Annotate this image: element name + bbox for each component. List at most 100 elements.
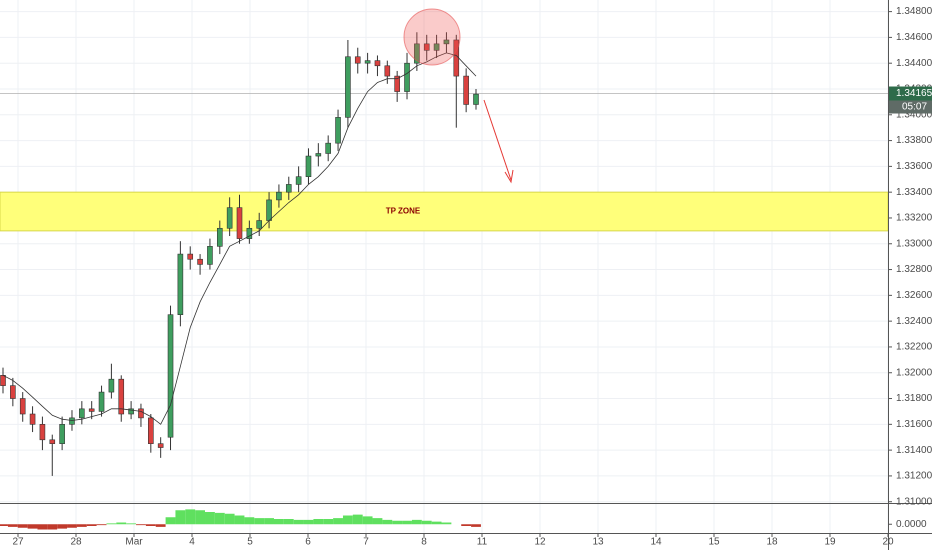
candle-body (276, 191, 282, 201)
histogram-bar (0, 524, 8, 526)
x-tick-label: 13 (592, 537, 604, 548)
candle-body (88, 408, 95, 412)
histogram-bar (264, 518, 274, 525)
histogram-bar (333, 518, 343, 525)
candle-body (10, 385, 16, 399)
x-tick-label: 4 (189, 537, 195, 548)
histogram-bar (37, 524, 48, 530)
y-tick-label: 1.33400 (896, 187, 932, 198)
histogram-bar (441, 522, 452, 525)
x-tick-label: 28 (70, 537, 82, 548)
histogram-bar (283, 519, 294, 525)
x-tick-label: 6 (305, 537, 311, 548)
candle-body (463, 75, 469, 105)
candle-body (49, 439, 56, 444)
candle-body (138, 408, 144, 419)
histogram-bar (96, 524, 107, 526)
x-tick-label: 18 (766, 537, 778, 548)
histogram-bar (224, 513, 235, 525)
histogram-bar (372, 518, 383, 525)
y-tick-label: 1.31400 (896, 445, 932, 456)
histogram-bar (323, 519, 334, 525)
candle-body (19, 398, 26, 415)
candle-body (128, 408, 134, 415)
x-tick-label: 20 (882, 537, 894, 548)
candle-body (177, 253, 184, 315)
y-tick-label: 1.32800 (896, 264, 932, 275)
y-tick-label: 1.31000 (896, 496, 932, 507)
histogram-bar (392, 520, 403, 525)
timer-box (889, 100, 932, 114)
histogram-bar (254, 518, 265, 525)
histogram-bar (47, 524, 58, 530)
y-tick-label: 1.33800 (896, 135, 932, 146)
histogram-bar (471, 524, 481, 527)
highlight-circle (403, 8, 461, 66)
x-tick-label: 7 (363, 537, 369, 548)
y-tick-label: 1.33000 (896, 238, 932, 249)
candle-body (384, 65, 391, 77)
histogram-bar (214, 512, 225, 525)
histogram-bar (67, 524, 77, 528)
y-tick-label: 1.32200 (896, 342, 932, 353)
candle-body (266, 199, 272, 221)
histogram-bar (7, 524, 18, 527)
candle-body (433, 43, 440, 51)
candle-body (414, 43, 420, 64)
candle-body (315, 153, 322, 157)
candle-body (305, 155, 312, 177)
y-tick-label: 1.34800 (896, 6, 932, 17)
plot (0, 32, 481, 530)
histogram-bar (116, 522, 127, 525)
candle-body (108, 378, 115, 393)
histogram-bar (165, 517, 176, 525)
last-price-label: 1.34165 (896, 88, 932, 99)
indicator-tick-label: 0.0000 (896, 519, 927, 530)
histogram-bar (27, 524, 38, 529)
tp-zone-label: TP ZONE (386, 207, 421, 216)
timer-label: 05:07 (902, 102, 927, 113)
y-tick-label: 1.34400 (896, 58, 932, 69)
x-tick-label: Mar (125, 537, 143, 548)
candle-body (187, 253, 194, 260)
candle-body (423, 43, 430, 51)
candle-body (325, 142, 331, 154)
candle-body (354, 56, 361, 64)
histogram-bar (155, 524, 166, 527)
x-tick-label: 11 (477, 537, 488, 548)
candle-body (246, 227, 253, 239)
tp-zone (0, 191, 889, 232)
histogram-bar (303, 519, 314, 525)
axes: 1.31000 1.31200 1.31400 1.31600 1.31800 1.320… (12, 6, 932, 548)
candle-body (256, 220, 263, 229)
histogram-bar (402, 520, 412, 525)
candle-body (226, 207, 233, 229)
histogram-bar (76, 524, 87, 527)
y-tick-label: 1.33600 (896, 161, 932, 172)
candle-body (473, 93, 479, 105)
x-tick-label: 27 (12, 537, 24, 548)
candle-body (29, 413, 36, 425)
histogram-bar (205, 512, 215, 525)
candle-body (0, 375, 6, 386)
candle-body (207, 246, 213, 265)
candle-body (374, 60, 381, 67)
y-tick-label: 1.31200 (896, 471, 932, 482)
candle-body (69, 417, 75, 425)
histogram-bar (244, 517, 255, 525)
y-tick-label: 1.31600 (896, 419, 932, 430)
y-tick-label: 1.34000 (896, 109, 932, 120)
histogram-bar (185, 509, 196, 525)
arrow-head (504, 169, 514, 184)
histogram-bar (136, 524, 146, 526)
y-tick-label: 1.32400 (896, 316, 932, 327)
candle-body (59, 424, 65, 444)
candle-body (285, 184, 292, 193)
histogram-bar (234, 515, 245, 525)
candle-body (197, 258, 203, 265)
x-tick-label: 19 (824, 537, 836, 548)
candle-body (148, 417, 154, 444)
histogram-bar (106, 523, 117, 525)
histogram-bar (461, 524, 472, 526)
candle-body (443, 39, 450, 45)
